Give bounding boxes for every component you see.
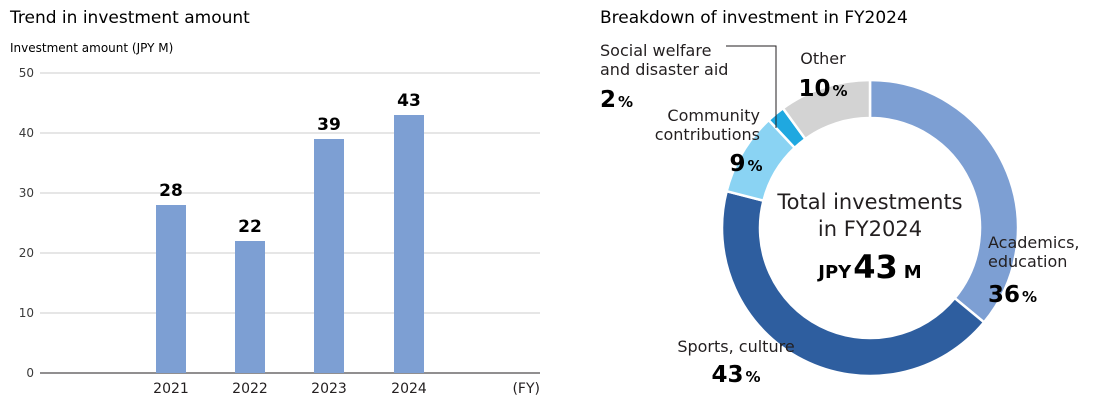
- y-tick-label: 20: [19, 246, 34, 260]
- center-total-suffix: M: [904, 262, 922, 283]
- bar-2024: [394, 115, 424, 373]
- bar-value-label: 43: [397, 91, 421, 111]
- slice-label-other: Other: [800, 49, 846, 68]
- y-axis-title: Investment amount (JPY M): [10, 41, 173, 55]
- y-tick-label: 30: [19, 186, 34, 200]
- center-total-amount: 43: [853, 248, 898, 286]
- slice-label-academics: education: [988, 252, 1067, 271]
- slice-label-community: Community: [667, 106, 760, 125]
- x-tick-label: 2021: [153, 381, 189, 397]
- slice-label-social: and disaster aid: [600, 60, 728, 79]
- center-total: JPY43 M: [816, 248, 921, 286]
- slice-percent-sports: 43%: [711, 362, 760, 388]
- slice-label-community: contributions: [655, 125, 760, 144]
- x-tick-label: 2024: [391, 381, 427, 397]
- center-total-prefix: JPY: [816, 262, 852, 283]
- leader-line-social: [726, 45, 777, 128]
- y-tick-label: 10: [19, 306, 34, 320]
- bar-chart: Trend in investment amount Investment am…: [9, 8, 540, 397]
- bar-2022: [235, 241, 265, 373]
- bar-value-label: 28: [159, 181, 183, 201]
- center-text-line2: in FY2024: [818, 217, 922, 241]
- slice-label-sports: Sports, culture: [677, 337, 794, 356]
- y-tick-label: 50: [19, 66, 34, 80]
- bar-value-label: 39: [317, 115, 341, 135]
- x-axis-unit: (FY): [512, 381, 540, 397]
- slice-other: [781, 78, 872, 141]
- bar-value-label: 22: [238, 217, 262, 237]
- bar-2023: [314, 139, 344, 373]
- slice-sports: [720, 189, 986, 378]
- slice-label-social: Social welfare: [600, 41, 711, 60]
- slice-percent-social: 2%: [600, 87, 633, 113]
- center-text-line1: Total investments: [776, 190, 962, 214]
- slice-percent-other: 10%: [798, 76, 847, 102]
- y-tick-label: 0: [26, 366, 34, 380]
- x-tick-label: 2023: [311, 381, 347, 397]
- slice-percent-academics: 36%: [988, 282, 1037, 308]
- x-tick-label: 2022: [232, 381, 268, 397]
- donut-chart: Breakdown of investment in FY2024 Total …: [600, 8, 1080, 388]
- donut-chart-title: Breakdown of investment in FY2024: [600, 8, 908, 28]
- y-tick-label: 40: [19, 126, 34, 140]
- slice-label-academics: Academics,: [988, 233, 1080, 252]
- bar-chart-title: Trend in investment amount: [9, 8, 250, 28]
- slice-academics: [868, 78, 1020, 325]
- slice-percent-community: 9%: [729, 151, 762, 177]
- bar-2021: [156, 205, 186, 373]
